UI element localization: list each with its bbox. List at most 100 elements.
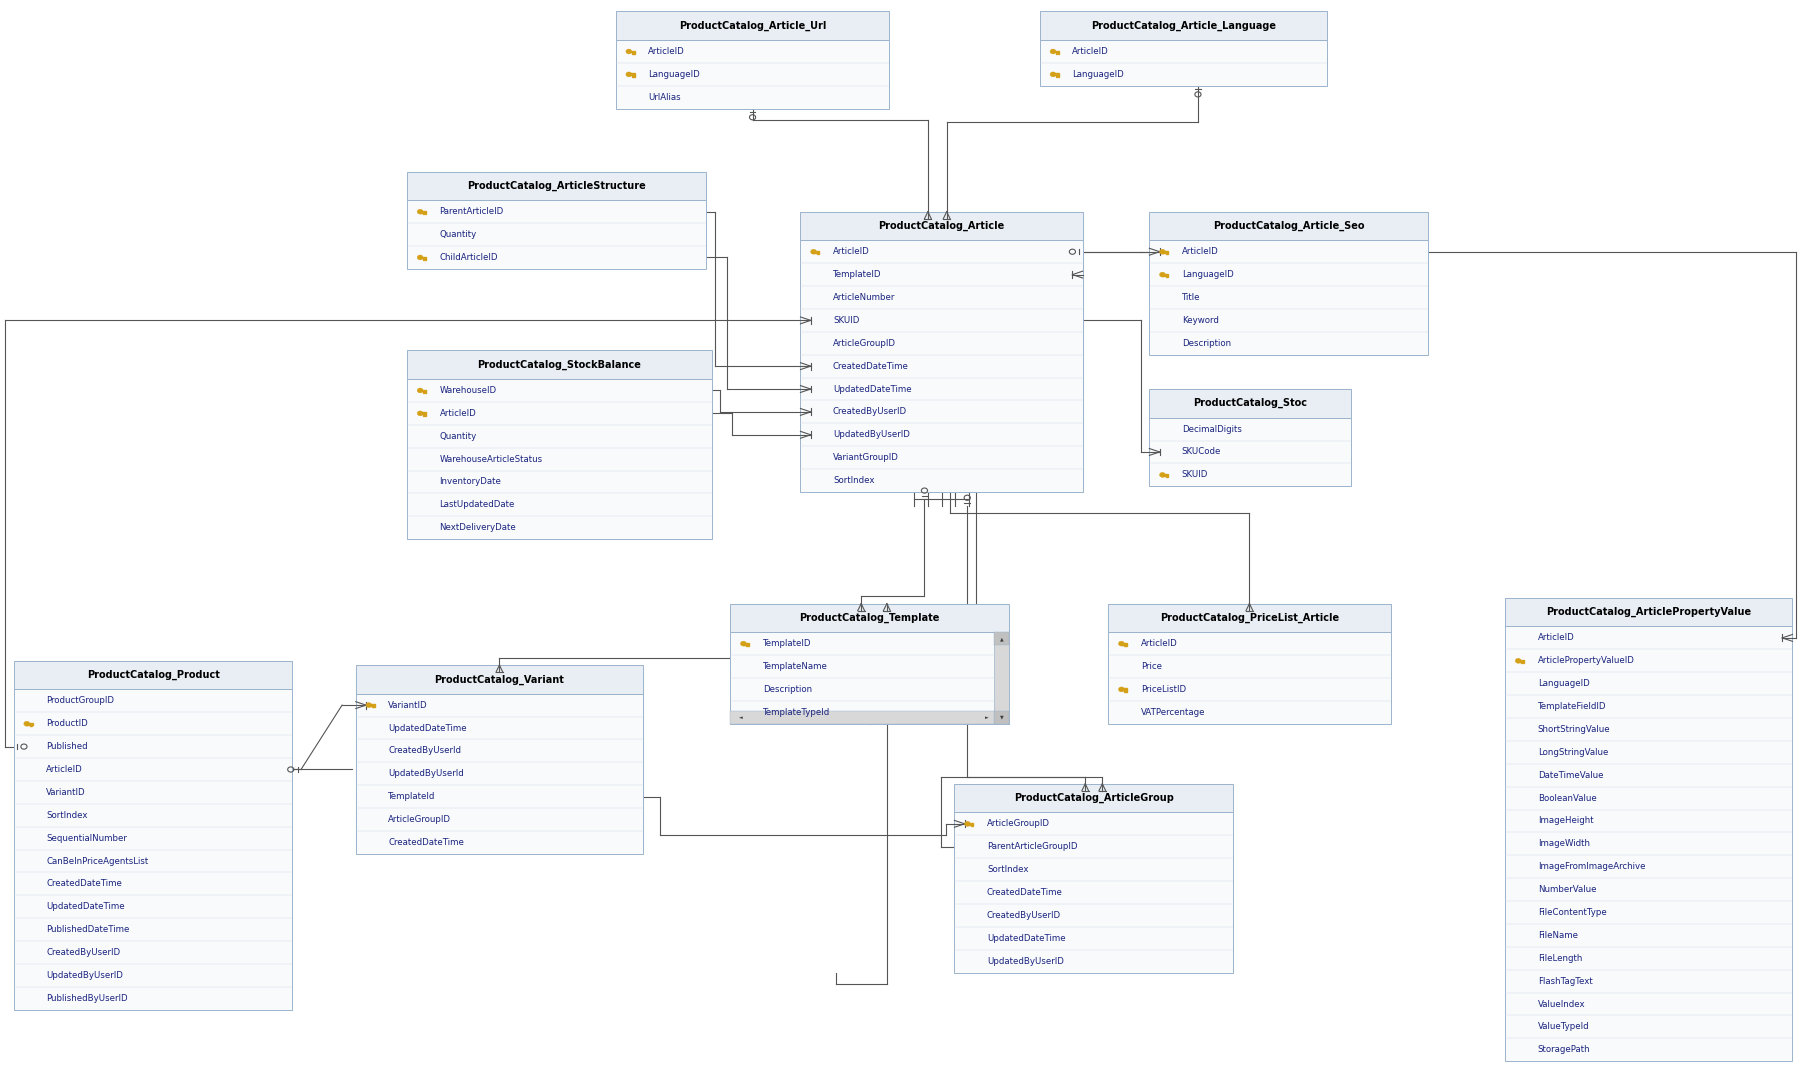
Bar (954, 784, 1233, 812)
Text: ProductCatalog_Stoc: ProductCatalog_Stoc (1193, 398, 1307, 409)
Text: ValueTypeId: ValueTypeId (1537, 1023, 1590, 1032)
Text: ProductCatalog_Template: ProductCatalog_Template (800, 613, 939, 623)
Text: VariantGroupID: VariantGroupID (832, 453, 899, 462)
Bar (1053, 51, 1059, 52)
Text: ▲: ▲ (999, 636, 1003, 641)
Text: ArticleGroupID: ArticleGroupID (986, 820, 1050, 828)
Text: ChildArticleID: ChildArticleID (439, 253, 499, 262)
Text: UpdatedByUserId: UpdatedByUserId (388, 770, 464, 778)
Bar (801, 240, 1082, 492)
Text: ProductCatalog_Article_Url: ProductCatalog_Article_Url (678, 21, 827, 30)
Bar (1041, 40, 1327, 86)
Bar (954, 812, 1233, 973)
Text: SortIndex: SortIndex (986, 865, 1028, 874)
Text: ValueIndex: ValueIndex (1537, 1000, 1585, 1009)
Bar (616, 12, 890, 40)
Text: CreatedByUserID: CreatedByUserID (45, 948, 120, 957)
Text: CreatedByUserID: CreatedByUserID (986, 911, 1061, 920)
Bar (1041, 12, 1327, 40)
Text: PublishedDateTime: PublishedDateTime (45, 925, 129, 934)
Text: SKUID: SKUID (1182, 471, 1207, 479)
Text: WarehouseArticleStatus: WarehouseArticleStatus (439, 454, 542, 464)
Text: ProductCatalog_Article: ProductCatalog_Article (879, 221, 1004, 232)
Bar (1108, 603, 1391, 633)
Bar (994, 633, 1010, 724)
Text: ImageWidth: ImageWidth (1537, 839, 1590, 848)
Bar (355, 665, 644, 694)
Text: NextDeliveryDate: NextDeliveryDate (439, 523, 517, 533)
Text: ArticleGroupID: ArticleGroupID (832, 339, 896, 348)
Text: ▼: ▼ (999, 715, 1003, 720)
Circle shape (1050, 49, 1055, 54)
Text: CreatedByUserId: CreatedByUserId (388, 747, 461, 755)
Text: FileContentType: FileContentType (1537, 908, 1606, 917)
Text: ProductCatalog_ArticleGroup: ProductCatalog_ArticleGroup (1013, 792, 1173, 803)
Text: DateTimeValue: DateTimeValue (1537, 771, 1603, 779)
Text: ArticleID: ArticleID (1140, 639, 1178, 648)
Text: ArticleID: ArticleID (649, 47, 685, 57)
Text: DecimalDigits: DecimalDigits (1182, 425, 1242, 434)
Text: Description: Description (1182, 339, 1231, 348)
Text: Quantity: Quantity (439, 432, 477, 440)
Text: TemplateName: TemplateName (763, 662, 829, 671)
Circle shape (417, 388, 422, 392)
Text: VariantID: VariantID (45, 788, 85, 797)
Text: TemplateId: TemplateId (388, 792, 435, 801)
Circle shape (1119, 641, 1124, 646)
Circle shape (740, 641, 747, 646)
Text: Description: Description (763, 685, 812, 694)
Text: LongStringValue: LongStringValue (1537, 748, 1608, 757)
Text: ◄: ◄ (738, 715, 743, 720)
Bar (1162, 474, 1168, 476)
Text: SortIndex: SortIndex (832, 476, 874, 485)
Text: Title: Title (1182, 293, 1200, 302)
Text: ProductCatalog_Variant: ProductCatalog_Variant (435, 674, 564, 685)
Text: LastUpdatedDate: LastUpdatedDate (439, 500, 515, 510)
Bar (1053, 74, 1059, 75)
Text: ProductCatalog_Article_Language: ProductCatalog_Article_Language (1091, 21, 1276, 30)
Circle shape (1119, 687, 1124, 691)
Text: ParentArticleGroupID: ParentArticleGroupID (986, 842, 1077, 851)
Text: ShortStringValue: ShortStringValue (1537, 725, 1610, 734)
Bar (1149, 417, 1351, 486)
Bar (994, 711, 1010, 724)
Text: ParentArticleID: ParentArticleID (439, 208, 504, 216)
Bar (355, 694, 644, 854)
Text: PriceListID: PriceListID (1140, 685, 1186, 694)
Bar (15, 661, 292, 689)
Text: ►: ► (984, 715, 988, 720)
Text: UpdatedByUserID: UpdatedByUserID (45, 971, 123, 980)
Text: SKUCode: SKUCode (1182, 448, 1222, 457)
Text: ImageFromImageArchive: ImageFromImageArchive (1537, 862, 1644, 872)
Text: ArticleID: ArticleID (1182, 247, 1218, 257)
Text: ArticleID: ArticleID (832, 247, 870, 257)
Bar (421, 389, 426, 391)
Text: CreatedDateTime: CreatedDateTime (832, 362, 908, 371)
Text: ImageHeight: ImageHeight (1537, 816, 1594, 825)
Text: ProductCatalog_ArticleStructure: ProductCatalog_ArticleStructure (468, 180, 645, 191)
Bar (15, 689, 292, 1010)
Circle shape (1160, 473, 1166, 477)
Text: ProductCatalog_ArticlePropertyValue: ProductCatalog_ArticlePropertyValue (1546, 607, 1751, 617)
Text: FileLength: FileLength (1537, 953, 1583, 963)
Bar (629, 74, 635, 75)
Bar (1122, 642, 1128, 645)
Circle shape (965, 822, 970, 826)
Circle shape (625, 49, 631, 54)
Circle shape (24, 722, 29, 726)
Bar (1517, 660, 1525, 662)
Text: TemplateTypeId: TemplateTypeId (763, 708, 830, 716)
Bar (616, 40, 890, 109)
Text: ProductCatalog_PriceList_Article: ProductCatalog_PriceList_Article (1160, 613, 1340, 623)
Text: WarehouseID: WarehouseID (439, 386, 497, 395)
Text: SequentialNumber: SequentialNumber (45, 834, 127, 842)
Circle shape (1050, 72, 1055, 77)
Text: ArticleID: ArticleID (439, 409, 477, 417)
Text: Price: Price (1140, 662, 1162, 671)
Text: ArticleGroupID: ArticleGroupID (388, 815, 451, 824)
Text: ProductCatalog_Product: ProductCatalog_Product (87, 670, 219, 680)
Text: ProductCatalog_StockBalance: ProductCatalog_StockBalance (477, 360, 642, 370)
Bar (408, 379, 711, 539)
Text: UrlAlias: UrlAlias (649, 92, 682, 102)
Bar (1149, 240, 1429, 354)
